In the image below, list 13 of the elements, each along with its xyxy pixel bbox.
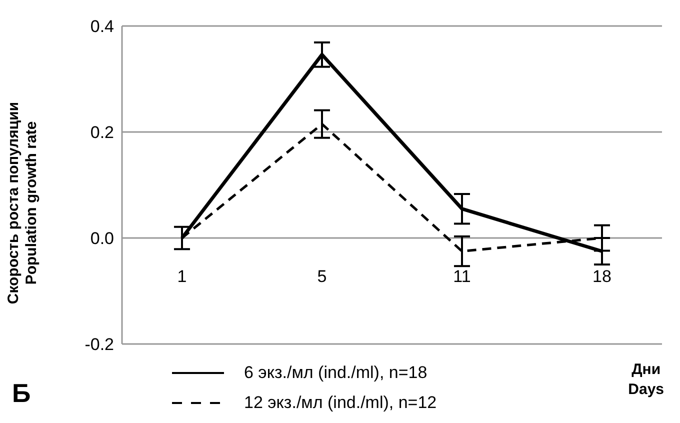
legend-label: 12 экз./мл (ind./ml), n=12 <box>244 393 437 413</box>
x-tick-label: 1 <box>177 267 187 286</box>
x-tick-label: 5 <box>317 267 327 286</box>
y-tick-label: 0.4 <box>90 17 114 36</box>
x-tick-label: 11 <box>453 267 471 286</box>
x-axis-title: Дни Days <box>628 360 664 400</box>
text: Б <box>12 378 31 409</box>
y-tick-label: -0.2 <box>84 335 114 354</box>
x-tick-label: 18 <box>592 267 612 286</box>
y-axis-title: Скорость роста популяции Population growth rate <box>5 102 41 304</box>
y-tick-label: 0.0 <box>90 229 114 248</box>
legend-label: 6 экз./мл (ind./ml), n=18 <box>244 363 428 383</box>
y-tick-label: 0.2 <box>90 123 114 142</box>
